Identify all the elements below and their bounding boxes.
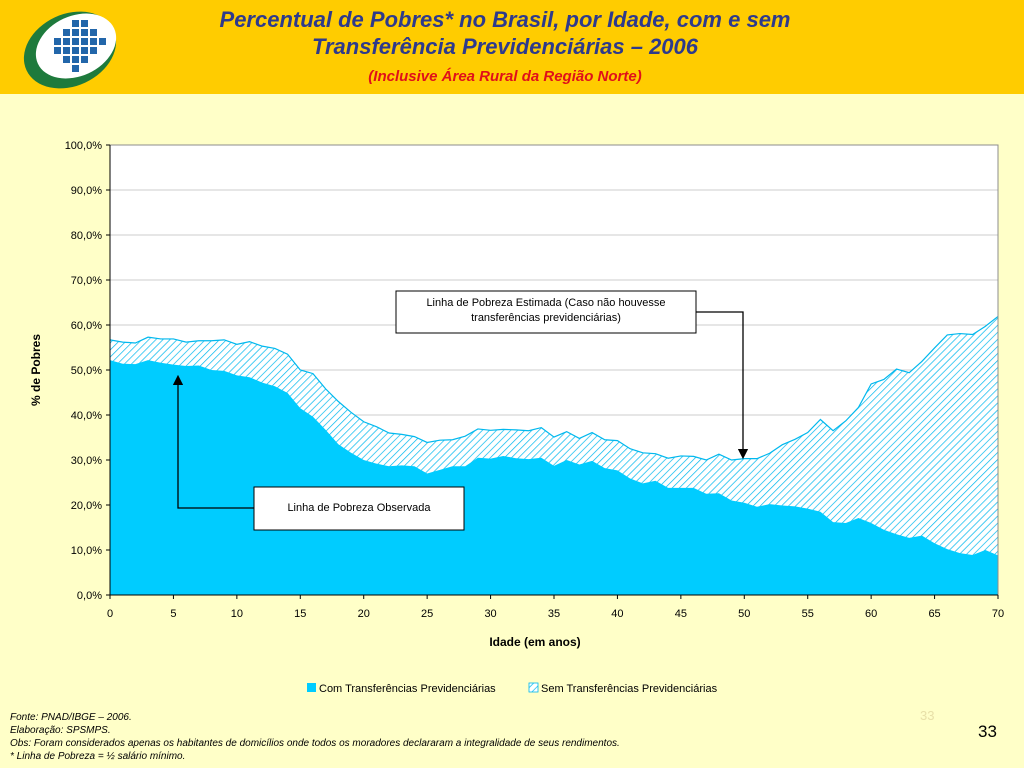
annotation-estimated-text: Linha de Pobreza Estimada (Caso não houv… [426,297,666,324]
annotation-observed-text: Linha de Pobreza Observada [287,502,431,514]
x-tick-label: 65 [928,608,940,620]
logo-square [90,29,97,36]
chart-title-line2: Transferência Previdenciárias – 2006 [311,34,699,59]
y-tick-label: 60,0% [71,320,102,332]
logo-square [54,38,61,45]
logo-square [72,38,79,45]
logo-square [63,29,70,36]
legend-label-without: Sem Transferências Previdenciárias [541,683,718,695]
x-tick-label: 55 [802,608,814,620]
x-tick-label: 10 [231,608,243,620]
x-tick-label: 60 [865,608,877,620]
logo-square [72,47,79,54]
logo-square [81,47,88,54]
logo-square [72,56,79,63]
y-tick-label: 20,0% [71,500,102,512]
chart-title-line1: Percentual de Pobres* no Brasil, por Ida… [219,7,791,32]
area-series-com-transferencias [110,360,998,595]
logo-square [72,65,79,72]
y-tick-label: 10,0% [71,545,102,557]
legend-swatch-with [307,683,316,692]
logo-square [72,29,79,36]
ministry-logo-icon [23,11,117,89]
logo-square [81,56,88,63]
annotation-observed: Linha de Pobreza Observada [172,374,465,531]
logo-square [72,20,79,27]
x-tick-label: 0 [107,608,113,620]
logo-square [90,38,97,45]
x-tick-label: 15 [294,608,306,620]
annotation-estimated: Linha de Pobreza Estimada (Caso não houv… [395,290,749,460]
logo-square [81,20,88,27]
y-tick-label: 50,0% [71,365,102,377]
x-tick-label: 35 [548,608,560,620]
x-tick-label: 30 [484,608,496,620]
logo-square [90,47,97,54]
y-axis-label: % de Pobres [29,334,43,406]
y-tick-label: 90,0% [71,185,102,197]
x-tick-label: 45 [675,608,687,620]
line-series-sem-transferencias [109,315,999,461]
source-note: Fonte: PNAD/IBGE – 2006. [10,712,132,723]
x-tick-label: 25 [421,608,433,620]
poverty-line-note: * Linha de Pobreza = ½ salário mínimo. [10,751,186,762]
x-tick-label: 20 [358,608,370,620]
x-tick-label: 40 [611,608,623,620]
logo-square [81,38,88,45]
y-tick-label: 40,0% [71,410,102,422]
obs-note: Obs: Foram considerados apenas os habita… [10,738,620,749]
legend: Com Transferências Previdenciárias Sem T… [307,682,718,695]
tick-labels: 0,0% 10,0% 20,0% 30,0% 40,0% 50,0% 60,0% 70,0% 8… [65,140,1004,620]
chart-subtitle: (Inclusive Área Rural da Região Norte) [368,68,642,85]
logo-square [54,47,61,54]
area-chart: 0,0% 10,0% 20,0% 30,0% 40,0% 50,0% 60,0% 70,0% 8… [29,140,1004,695]
logo-square [63,38,70,45]
y-tick-label: 30,0% [71,455,102,467]
chart-title: Percentual de Pobres* no Brasil, por Ida… [140,6,870,60]
y-tick-label: 70,0% [71,275,102,287]
y-tick-label: 0,0% [77,590,102,602]
slide-header: Percentual de Pobres* no Brasil, por Ida… [0,0,1024,94]
y-tick-label: 100,0% [65,140,103,152]
logo-square [81,29,88,36]
x-tick-label: 50 [738,608,750,620]
elaboration-note: Elaboração: SPSMPS. [10,725,111,736]
x-tick-label: 70 [992,608,1004,620]
slide-watermark: 33 [920,708,935,723]
x-tick-label: 5 [170,608,176,620]
logo-square [99,38,106,45]
logo-square [63,56,70,63]
legend-swatch-without [528,682,539,693]
logo-square [63,47,70,54]
legend-label-with: Com Transferências Previdenciárias [319,683,496,695]
footnotes: Fonte: PNAD/IBGE – 2006. Elaboração: SPS… [10,711,910,763]
page-number: 33 [978,722,997,741]
y-tick-label: 80,0% [71,230,102,242]
x-axis-label: Idade (em anos) [489,635,580,649]
